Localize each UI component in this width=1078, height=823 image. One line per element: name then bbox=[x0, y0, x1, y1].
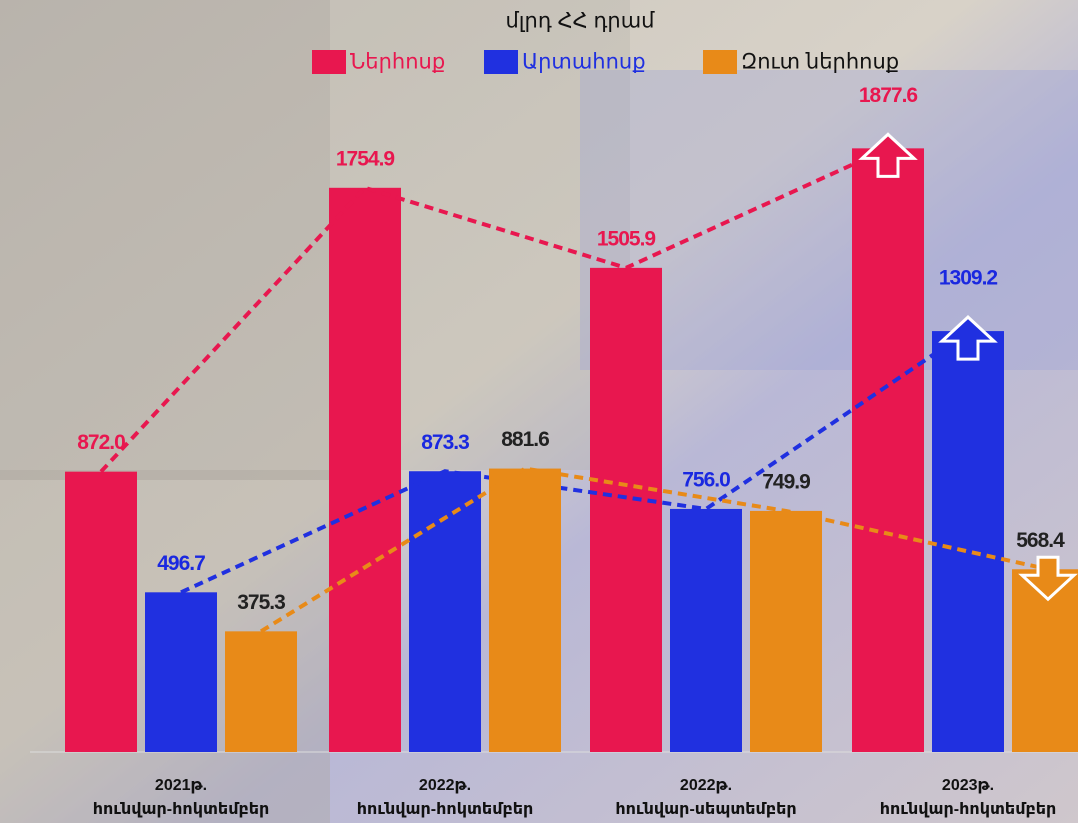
bar bbox=[670, 509, 742, 752]
value-label: 1309.2 bbox=[939, 267, 998, 290]
bar bbox=[590, 268, 662, 752]
value-label: 872.0 bbox=[77, 431, 125, 454]
value-label: 1877.6 bbox=[859, 84, 918, 107]
bar bbox=[852, 148, 924, 752]
banknote bbox=[0, 0, 330, 480]
value-label: 375.3 bbox=[237, 591, 285, 614]
chart-title: մլրդ ՀՀ դրամ bbox=[506, 10, 656, 33]
bar bbox=[750, 511, 822, 752]
value-label: 568.4 bbox=[1016, 529, 1065, 552]
legend-label: Արտահոսք bbox=[522, 51, 646, 74]
bar bbox=[932, 331, 1004, 752]
bar bbox=[225, 631, 297, 752]
chart: մլրդ ՀՀ դրամ Ներհոսք Արտահոսք Զուտ ներհոսք… bbox=[0, 0, 1078, 823]
legend-label: Ներհոսք bbox=[350, 51, 445, 74]
legend: Ներհոսք Արտահոսք Զուտ ներհոսք bbox=[312, 50, 899, 74]
value-label: 881.6 bbox=[501, 428, 549, 451]
legend-swatch bbox=[484, 50, 518, 74]
value-label: 749.9 bbox=[762, 470, 810, 493]
value-label: 756.0 bbox=[682, 468, 730, 491]
value-label: 496.7 bbox=[157, 552, 205, 575]
value-label: 873.3 bbox=[421, 431, 469, 454]
legend-swatch bbox=[312, 50, 346, 74]
bar bbox=[489, 469, 561, 752]
value-label: 1505.9 bbox=[597, 227, 656, 250]
legend-swatch bbox=[703, 50, 737, 74]
value-label: 1754.9 bbox=[336, 147, 395, 170]
bar bbox=[145, 592, 217, 752]
bar bbox=[329, 188, 401, 752]
legend-label: Զուտ ներհոսք bbox=[741, 51, 899, 74]
bar bbox=[409, 471, 481, 752]
bar bbox=[65, 472, 137, 752]
